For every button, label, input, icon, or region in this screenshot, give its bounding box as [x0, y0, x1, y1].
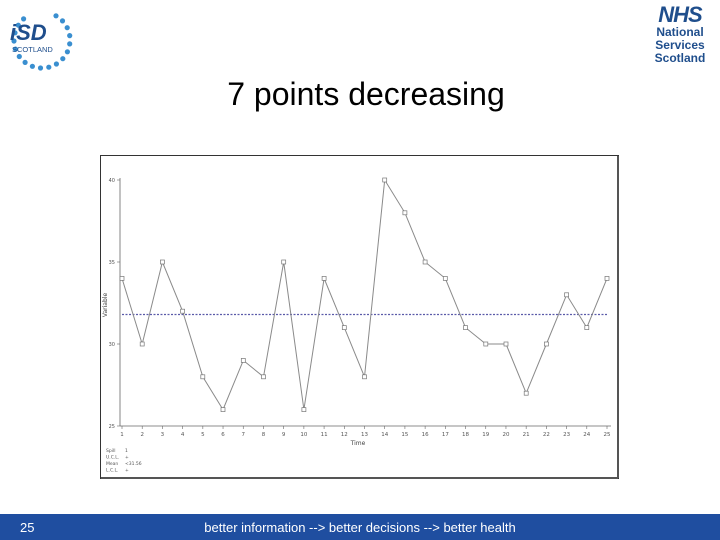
x-tick-label: 5: [201, 432, 205, 438]
data-point: [564, 292, 569, 298]
x-tick-label: 9: [282, 432, 286, 438]
data-point: [119, 276, 125, 281]
data-point: [261, 374, 266, 380]
x-tick-label: 16: [422, 432, 429, 438]
legend-label: Spill: [106, 448, 115, 454]
isd-dot: [21, 16, 27, 22]
isd-dot: [59, 18, 66, 24]
data-point: [362, 374, 367, 380]
legend-label: L.C.L.: [106, 468, 118, 474]
y-axis-label: Variable: [102, 293, 109, 318]
data-point: [180, 308, 185, 314]
data-point: [503, 341, 509, 347]
data-point: [463, 325, 468, 330]
isd-dot: [67, 33, 73, 39]
x-tick-label: 17: [442, 432, 449, 438]
data-point: [341, 325, 347, 330]
data-point: [301, 407, 307, 412]
x-tick-label: 22: [543, 432, 550, 438]
isd-dot: [53, 13, 59, 19]
isd-dot: [29, 63, 35, 69]
svg-text:iSD: iSD: [10, 20, 47, 45]
data-point: [281, 259, 287, 265]
isd-dot: [15, 22, 21, 28]
data-point: [160, 259, 165, 265]
x-tick-label: 15: [401, 432, 408, 438]
isd-dot: [64, 49, 70, 55]
legend-label: U.C.L.: [106, 455, 119, 461]
y-tick-label: 35: [109, 260, 115, 266]
data-point: [220, 407, 226, 412]
footer-tagline: better information --> better decisions …: [204, 520, 516, 535]
x-tick-label: 3: [161, 432, 165, 438]
x-tick-label: 8: [262, 432, 266, 438]
x-tick-label: 12: [341, 432, 348, 438]
nhs-mark: NHS: [658, 2, 702, 27]
x-tick-label: 25: [604, 432, 611, 438]
data-point: [422, 259, 428, 265]
y-tick-label: 25: [109, 424, 115, 430]
chart-border: [100, 155, 619, 479]
data-point: [139, 341, 145, 347]
y-tick-label: 40: [109, 178, 115, 184]
data-point: [321, 276, 327, 281]
y-tick-label: 30: [109, 342, 115, 348]
isd-dot: [12, 46, 19, 52]
legend-label: Mean: [106, 461, 118, 467]
svg-text:SCOTLAND: SCOTLAND: [12, 45, 53, 54]
footer-bar: 25 better information --> better decisio…: [0, 514, 720, 540]
x-tick-label: 18: [462, 432, 469, 438]
x-tick-label: 4: [181, 432, 185, 438]
x-tick-label: 14: [381, 432, 388, 438]
isd-dot: [16, 53, 22, 60]
x-tick-label: 21: [523, 432, 530, 438]
isd-dot: [53, 61, 60, 67]
nhs-scotland-logo: NHS National Services Scotland: [646, 4, 714, 78]
data-point: [200, 374, 206, 380]
slide-title: 7 points decreasing: [227, 76, 505, 112]
data-point: [382, 177, 388, 183]
isd-dot: [46, 64, 52, 70]
x-tick-label: 19: [482, 432, 489, 438]
x-tick-label: 7: [242, 432, 246, 438]
x-tick-label: 11: [321, 432, 328, 438]
isd-dot: [60, 56, 66, 62]
nhs-line-1: National: [656, 25, 704, 39]
isd-dot: [37, 65, 44, 71]
data-point: [402, 210, 408, 216]
data-point: [523, 390, 529, 396]
x-tick-label: 1: [120, 432, 124, 438]
nhs-line-2: Services: [655, 38, 705, 52]
data-point: [483, 341, 489, 347]
isd-dot: [11, 38, 17, 44]
data-point: [584, 325, 590, 330]
nhs-line-3: Scotland: [654, 51, 706, 65]
data-point: [240, 358, 246, 363]
x-tick-label: 6: [221, 432, 225, 438]
isd-dot: [12, 30, 18, 36]
legend-value: 1: [125, 448, 128, 454]
x-tick-label: 10: [300, 432, 307, 438]
isd-scotland-logo: iSD SCOTLAND: [10, 13, 73, 71]
x-tick-label: 23: [563, 432, 570, 438]
legend-value: +: [125, 455, 129, 461]
isd-dot: [67, 41, 73, 47]
legend-value: +: [125, 468, 129, 474]
x-tick-label: 13: [361, 432, 368, 438]
legend-value: <31.56: [125, 461, 142, 467]
x-tick-label: 2: [140, 432, 144, 438]
x-tick-label: 20: [502, 432, 509, 438]
x-axis-label: Time: [350, 440, 366, 447]
data-point: [442, 276, 448, 281]
chart-legend: Spill 1 U.C.L. + Mean <31.56 L.C.L. +: [106, 448, 142, 474]
isd-dot: [64, 25, 70, 31]
data-point: [604, 276, 610, 281]
data-point: [544, 341, 549, 347]
isd-dot: [22, 59, 28, 65]
page-number: 25: [20, 520, 35, 535]
x-tick-label: 24: [583, 432, 590, 438]
